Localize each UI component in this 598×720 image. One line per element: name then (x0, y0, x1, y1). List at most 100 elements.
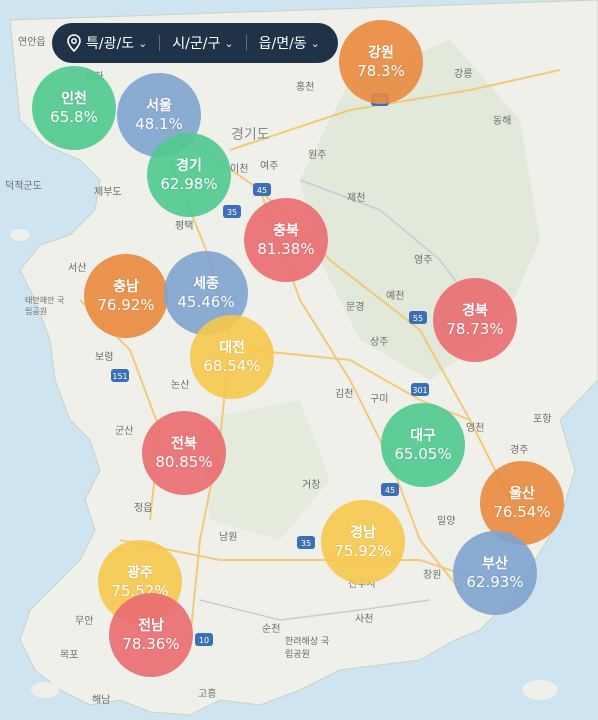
road-number: 55 (413, 314, 423, 323)
road-number: 35 (227, 208, 237, 217)
region-value: 78.3% (357, 61, 405, 80)
region-name: 부산 (482, 555, 508, 572)
place-label: 예천 (386, 291, 405, 302)
region-name: 충북 (273, 222, 299, 239)
road-number: 45 (385, 486, 395, 495)
region-bubble-gyeongbuk[interactable]: 경북 78.73% (433, 278, 517, 362)
divider (245, 35, 247, 51)
place-label: 보령 (95, 352, 114, 363)
place-label: 서산 (68, 263, 87, 274)
filter-town-label: 읍/면/동 (258, 36, 307, 52)
place-label: 덕적군도 (5, 181, 42, 192)
place-label: 거창 (302, 480, 321, 491)
region-value: 76.92% (97, 295, 155, 314)
region-bubble-gangwon[interactable]: 강원 78.3% (339, 20, 423, 104)
place-label: 원주 (308, 150, 327, 161)
road-shield: 45 (253, 183, 271, 196)
place-label: 평택 (175, 221, 194, 232)
region-value: 68.54% (203, 356, 261, 375)
chevron-down-icon: ⌄ (310, 36, 320, 50)
divider (159, 35, 161, 51)
region-name: 대구 (410, 427, 436, 444)
place-label: 무안 (75, 616, 94, 627)
island (31, 682, 59, 698)
place-label: 진주시 (348, 579, 376, 590)
place-label: 논산 (171, 380, 190, 391)
road-shield: 45 (381, 483, 399, 496)
place-label: 연안읍 (18, 37, 46, 48)
region-value: 62.93% (466, 572, 524, 591)
place-label: 고흥 (198, 689, 217, 700)
place-label: 여주 (260, 161, 279, 172)
place-label: 밀양 (437, 516, 456, 527)
road-number: 301 (412, 386, 427, 395)
place-label: 경주 (510, 445, 529, 456)
region-bubble-seoul[interactable]: 서울 48.1% (117, 73, 201, 157)
place-label-province: 경기도 (231, 127, 270, 143)
filter-province-label: 특/광/도 (86, 36, 135, 52)
region-bubble-jeonbuk[interactable]: 전북 80.85% (142, 411, 226, 495)
region-name: 인천 (61, 90, 87, 107)
place-label: 한려해상 국립공원 (285, 637, 330, 660)
place-label: 정읍 (134, 503, 153, 514)
region-bubble-gyeonggi[interactable]: 경기 62.98% (147, 133, 231, 217)
region-value: 81.38% (257, 239, 315, 258)
region-value: 80.85% (155, 452, 213, 471)
filter-province-dropdown[interactable]: 특/광/도 ⌄ (86, 33, 147, 53)
region-value: 65.8% (50, 107, 98, 126)
region-bubble-jeonnam[interactable]: 전남 78.36% (109, 593, 193, 677)
place-label: 이천 (230, 164, 249, 175)
road-number: 10 (199, 636, 209, 645)
region-name: 경북 (462, 302, 488, 319)
region-bubble-daegu[interactable]: 대구 65.05% (381, 403, 465, 487)
place-label: 사천 (355, 614, 374, 625)
place-label: 제천 (347, 193, 366, 204)
place-label: 강릉 (454, 69, 473, 80)
place-label: 제부도 (94, 187, 122, 198)
road-number: 35 (301, 539, 311, 548)
road-shield: 151 (111, 369, 129, 382)
road-shield: 35 (297, 536, 315, 549)
road-shield: 10 (195, 633, 213, 646)
place-label: 태안해안 국립공원 (25, 296, 65, 316)
region-bubble-busan[interactable]: 부산 62.93% (453, 531, 537, 615)
place-label: 상주 (370, 337, 389, 348)
region-name: 전남 (138, 617, 164, 634)
place-label: 남원 (219, 532, 238, 543)
place-label: 포항 (533, 414, 552, 425)
region-name: 대전 (219, 339, 245, 356)
place-label: 동해 (493, 116, 512, 127)
place-label: 문경 (346, 302, 365, 313)
region-name: 강원 (368, 44, 394, 61)
chevron-down-icon: ⌄ (224, 36, 234, 50)
region-bubble-daejeon[interactable]: 대전 68.54% (190, 315, 274, 399)
road-shield: 301 (411, 383, 429, 396)
region-name: 광주 (127, 564, 153, 581)
filter-city-label: 시/군/구 (172, 36, 221, 52)
filter-town-dropdown[interactable]: 읍/면/동 ⌄ (259, 33, 320, 53)
region-bubble-chungnam[interactable]: 충남 76.92% (84, 254, 168, 338)
region-name: 경남 (350, 524, 376, 541)
region-bubble-gyeongnam[interactable]: 경남 75.92% (321, 500, 405, 584)
island (522, 680, 558, 700)
location-pin-icon (67, 34, 81, 52)
region-value: 62.98% (160, 174, 218, 193)
region-bubble-chungbuk[interactable]: 충북 81.38% (244, 198, 328, 282)
place-label: 창원 (423, 570, 442, 581)
road-shield: 35 (223, 205, 241, 218)
region-name: 충남 (113, 278, 139, 295)
region-bubble-incheon[interactable]: 인천 65.8% (32, 66, 116, 150)
chevron-down-icon: ⌄ (138, 36, 148, 50)
place-label: 영천 (466, 423, 485, 434)
place-label: 해남 (92, 695, 111, 706)
island (10, 229, 30, 241)
region-name: 서울 (146, 97, 172, 114)
region-name: 전북 (171, 435, 197, 452)
place-label: 순천 (262, 624, 281, 635)
filter-city-dropdown[interactable]: 시/군/구 ⌄ (172, 33, 233, 53)
region-value: 78.73% (446, 319, 504, 338)
road-number: 45 (257, 186, 267, 195)
region-value: 76.54% (493, 502, 551, 521)
road-number: 151 (112, 372, 127, 381)
place-label: 홍천 (296, 82, 315, 93)
